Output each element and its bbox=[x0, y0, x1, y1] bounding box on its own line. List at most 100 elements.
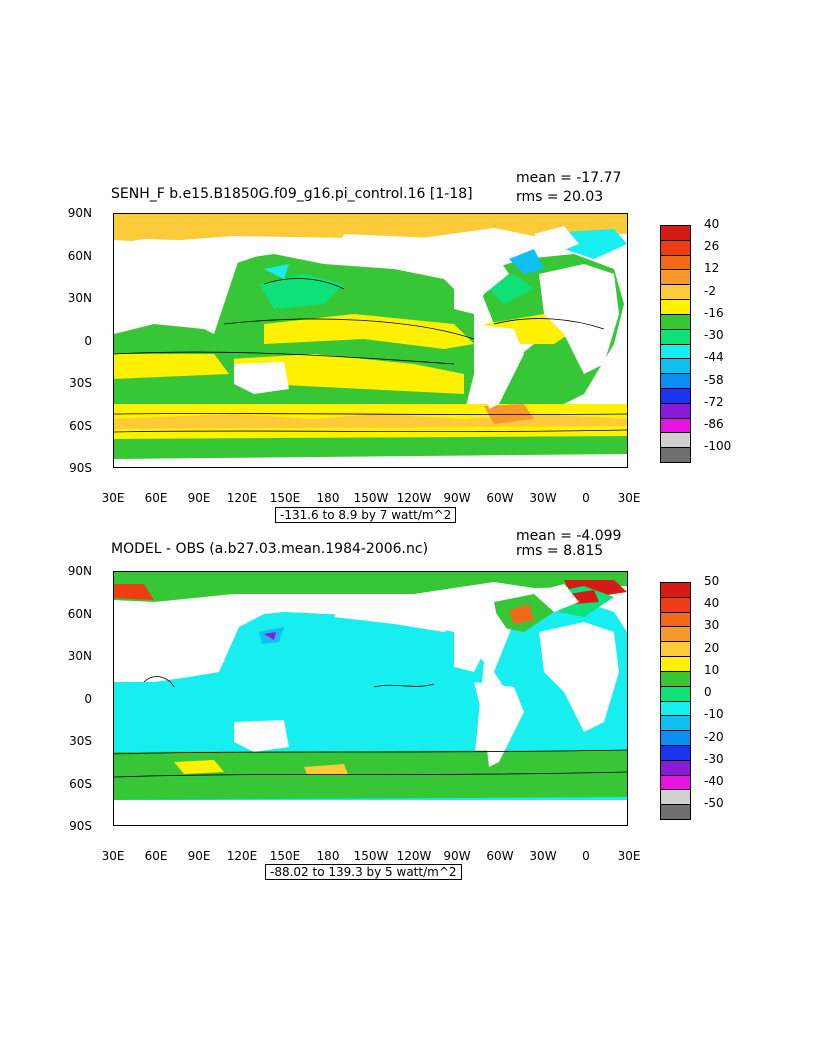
range-box: -131.6 to 8.9 by 7 watt/m^2 bbox=[275, 507, 457, 523]
map-svg-top bbox=[114, 214, 627, 467]
lat-label: 60S bbox=[69, 777, 92, 791]
lat-label: 90S bbox=[69, 461, 92, 475]
lon-label: 90W bbox=[443, 491, 471, 505]
lat-label: 30N bbox=[67, 291, 92, 305]
colorbar-swatch bbox=[660, 239, 691, 256]
colorbar-label: -100 bbox=[704, 439, 732, 454]
colorbar-swatch bbox=[660, 284, 691, 301]
colorbar-label: -16 bbox=[704, 305, 724, 320]
colorbar-label: 0 bbox=[704, 685, 712, 700]
colorbar-label: -2 bbox=[704, 283, 716, 298]
lon-label: 60W bbox=[486, 491, 514, 505]
colorbar-swatch bbox=[660, 804, 691, 820]
colorbar-label: -44 bbox=[704, 350, 724, 365]
colorbar-swatch bbox=[660, 685, 691, 702]
colorbar-label: -20 bbox=[704, 729, 724, 744]
colorbar-label: -30 bbox=[704, 751, 724, 766]
colorbar-swatch bbox=[660, 774, 691, 791]
lat-label: 90N bbox=[67, 564, 92, 578]
lon-label: 120W bbox=[396, 849, 432, 863]
colorbar-label: -72 bbox=[704, 394, 724, 409]
lon-label: 60E bbox=[144, 491, 168, 505]
colorbar-swatch bbox=[660, 313, 691, 330]
lat-label: 0 bbox=[84, 334, 92, 348]
colorbar-swatch bbox=[660, 641, 691, 658]
colorbar-swatch bbox=[660, 611, 691, 628]
colorbar-swatch bbox=[660, 626, 691, 643]
lon-label: 90E bbox=[187, 491, 211, 505]
lon-label: 30E bbox=[101, 849, 125, 863]
colorbar-label: 50 bbox=[704, 574, 720, 588]
colorbar-swatch bbox=[660, 373, 691, 389]
map-plot-top bbox=[113, 213, 628, 468]
lon-label: 180 bbox=[316, 491, 340, 505]
lon-label: 120E bbox=[226, 849, 258, 863]
lon-label: 180 bbox=[316, 849, 340, 863]
colorbar-swatch bbox=[660, 225, 691, 241]
colorbar-swatch bbox=[660, 656, 691, 672]
lon-label: 30E bbox=[617, 491, 641, 505]
lon-label: 150W bbox=[353, 849, 389, 863]
colorbar-swatch bbox=[660, 715, 691, 732]
colorbar-swatch bbox=[660, 596, 691, 613]
lon-label: 30W bbox=[529, 491, 557, 505]
lon-label: 30E bbox=[617, 849, 641, 863]
lat-label: 90S bbox=[69, 819, 92, 833]
lat-label: 60S bbox=[69, 419, 92, 433]
colorbar-label: -50 bbox=[704, 796, 724, 811]
colorbar-swatch bbox=[660, 358, 691, 375]
colorbar: 40 26 12 -2 -16 -30 -44 -58 -72 -86 -100 bbox=[660, 217, 731, 463]
lon-label: 90E bbox=[187, 849, 211, 863]
colorbar-swatch bbox=[660, 299, 691, 315]
lat-label: 30S bbox=[69, 376, 92, 390]
colorbar-label: 40 bbox=[704, 596, 720, 611]
colorbar-swatch bbox=[660, 254, 691, 271]
panel-title: SENH_F b.e15.B1850G.f09_g16.pi_control.1… bbox=[111, 186, 473, 202]
colorbar-swatch bbox=[660, 700, 691, 717]
lon-label: 60E bbox=[144, 849, 168, 863]
colorbar: 50 40 30 20 10 0 -10 -20 -30 -40 -50 bbox=[660, 574, 724, 820]
colorbar-label: 10 bbox=[704, 662, 720, 677]
lat-label: 30N bbox=[67, 649, 92, 663]
colorbar-swatch bbox=[660, 417, 691, 434]
colorbar-label: -58 bbox=[704, 372, 724, 387]
colorbar-swatch bbox=[660, 789, 691, 806]
colorbar-swatch bbox=[660, 447, 691, 463]
colorbar-swatch bbox=[660, 744, 691, 761]
colorbar-label: -40 bbox=[704, 773, 724, 788]
colorbar-swatch bbox=[660, 730, 691, 746]
colorbar-label: -10 bbox=[704, 707, 724, 722]
lat-label: 60N bbox=[67, 249, 92, 263]
lon-label: 150E bbox=[269, 849, 301, 863]
colorbar-swatch bbox=[660, 670, 691, 687]
colorbar-label: -86 bbox=[704, 416, 724, 431]
lat-label: 90N bbox=[67, 206, 92, 220]
lon-label: 150E bbox=[269, 491, 301, 505]
mean-value: mean = -17.77 bbox=[516, 170, 622, 186]
colorbar-label: 12 bbox=[704, 261, 720, 276]
panel-title: MODEL - OBS (a.b27.03.mean.1984-2006.nc) bbox=[111, 541, 429, 557]
colorbar-swatch bbox=[660, 402, 691, 419]
colorbar-swatch bbox=[660, 432, 691, 449]
colorbar-swatch bbox=[660, 343, 691, 360]
colorbar-label: 20 bbox=[704, 640, 720, 655]
lon-label: 90W bbox=[443, 849, 471, 863]
colorbar-label: -30 bbox=[704, 328, 724, 343]
lon-label: 30E bbox=[101, 491, 125, 505]
colorbar-label: 26 bbox=[704, 239, 720, 254]
colorbar-swatch bbox=[660, 582, 691, 598]
range-box: -88.02 to 139.3 by 5 watt/m^2 bbox=[265, 864, 462, 880]
rms-value: rms = 8.815 bbox=[516, 543, 604, 559]
mean-value: mean = -4.099 bbox=[516, 528, 622, 544]
colorbar-label: 40 bbox=[704, 217, 720, 231]
map-plot-bottom bbox=[113, 571, 628, 826]
colorbar-swatch bbox=[660, 328, 691, 345]
map-svg-bottom bbox=[114, 572, 627, 825]
lon-label: 150W bbox=[353, 491, 389, 505]
lon-label: 30W bbox=[529, 849, 557, 863]
lat-label: 0 bbox=[84, 692, 92, 706]
rms-value: rms = 20.03 bbox=[516, 189, 604, 205]
lat-label: 60N bbox=[67, 607, 92, 621]
colorbar-swatch bbox=[660, 759, 691, 776]
colorbar-label: 30 bbox=[704, 618, 720, 633]
